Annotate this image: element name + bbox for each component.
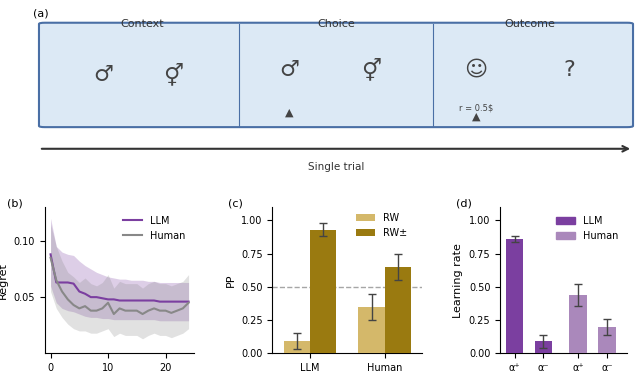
Human [179,306,187,311]
Bar [598,327,616,353]
Text: Outcome: Outcome [505,19,556,29]
Human [81,304,89,308]
Y-axis label: Learning rate: Learning rate [453,243,463,318]
Text: (b): (b) [8,198,23,208]
Bar [310,230,336,353]
Bar [358,307,385,353]
Human [99,306,106,311]
Text: ♂: ♂ [93,65,113,85]
Human [47,255,54,260]
Text: Single trial: Single trial [308,162,364,171]
Bar [535,341,552,353]
Line: LLM: LLM [51,254,189,302]
Y-axis label: Regret: Regret [0,262,8,299]
Human [110,312,118,316]
Y-axis label: PP: PP [225,273,236,287]
Text: ⚥: ⚥ [361,58,381,81]
Legend: LLM, Human: LLM, Human [119,212,189,244]
Human [104,300,112,305]
LLM [64,280,72,285]
Text: ▲: ▲ [472,112,480,122]
Text: ?: ? [563,60,575,80]
Text: ☺: ☺ [464,60,488,80]
LLM [162,299,170,304]
Human [93,308,100,313]
Text: ▲: ▲ [285,108,294,118]
LLM [47,252,54,256]
LLM [145,298,152,303]
LLM [93,295,100,299]
Bar [385,267,411,353]
LLM [139,298,147,303]
Human [185,300,193,305]
LLM [52,280,60,285]
LLM [76,289,83,294]
LLM [87,295,95,299]
Bar [570,295,587,353]
LLM [99,296,106,300]
Text: ♂: ♂ [280,60,300,80]
LLM [116,298,124,303]
Text: (c): (c) [228,198,243,208]
FancyBboxPatch shape [39,23,633,127]
Text: Choice: Choice [317,19,355,29]
LLM [104,297,112,302]
LLM [81,291,89,296]
Human [133,308,141,313]
Line: Human: Human [51,258,189,314]
Legend: RW, RW±: RW, RW± [352,209,412,242]
LLM [168,299,175,304]
Human [168,311,175,315]
LLM [133,298,141,303]
LLM [179,299,187,304]
LLM [58,280,66,285]
Human [76,306,83,311]
Human [122,308,129,313]
Text: (a): (a) [33,9,49,19]
Human [173,308,181,313]
LLM [110,297,118,302]
LLM [127,298,135,303]
Human [64,297,72,302]
Human [70,303,77,307]
Human [150,306,158,311]
Human [156,308,164,313]
Human [145,308,152,313]
Human [58,289,66,294]
Legend: LLM, Human: LLM, Human [552,212,622,244]
Bar [506,239,524,353]
Human [139,312,147,316]
LLM [122,298,129,303]
Human [127,308,135,313]
Bar [284,341,310,353]
LLM [173,299,181,304]
Text: Context: Context [120,19,164,29]
Text: r = 0.5$: r = 0.5$ [459,103,493,112]
Text: ⚥: ⚥ [163,64,183,86]
Text: (d): (d) [456,198,472,208]
Human [52,278,60,282]
LLM [150,298,158,303]
Human [162,308,170,313]
LLM [185,299,193,304]
Human [87,308,95,313]
LLM [156,299,164,304]
Human [116,306,124,311]
LLM [70,281,77,286]
